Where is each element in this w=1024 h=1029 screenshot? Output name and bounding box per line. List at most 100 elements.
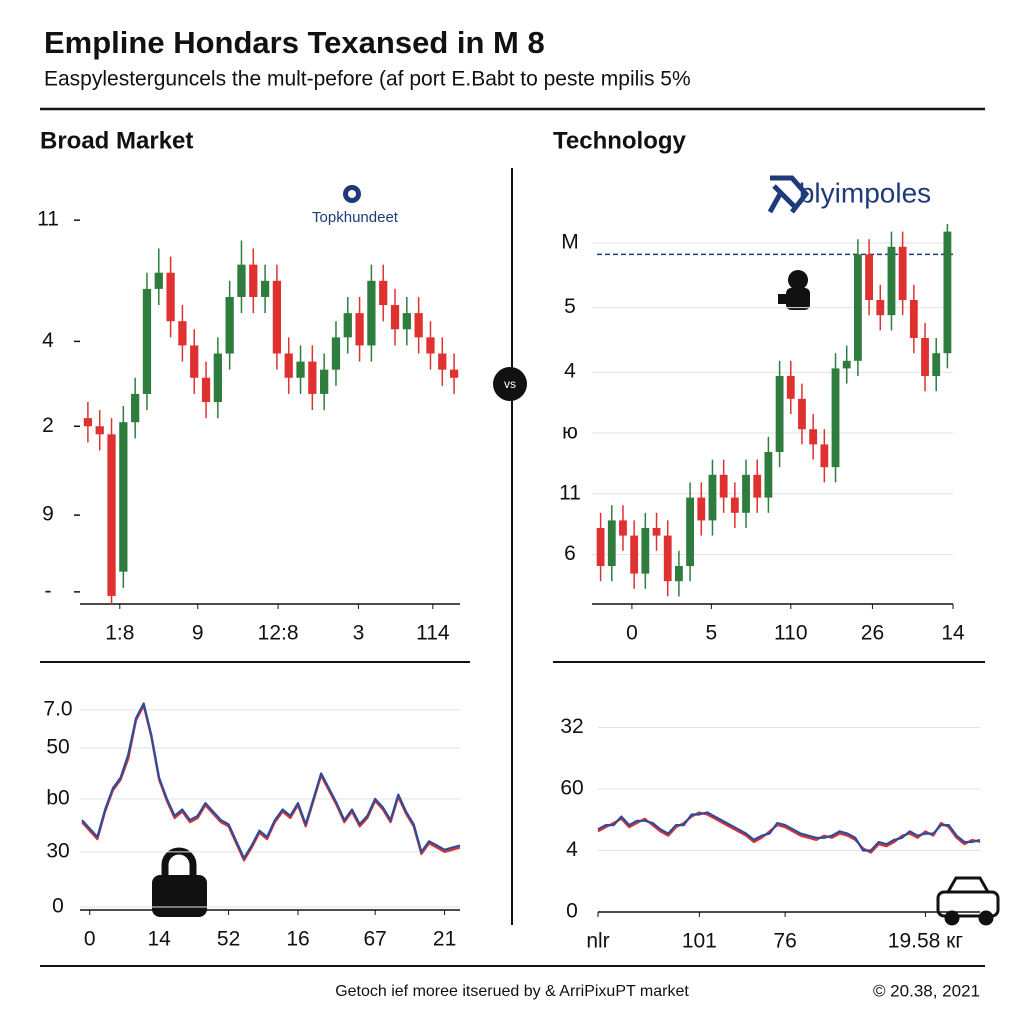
y-tick-label: 11 (559, 481, 581, 504)
y-tick-label: b0 (46, 786, 69, 809)
candle-body (178, 321, 187, 346)
candle-body (343, 313, 352, 338)
x-tick-label: 5 (706, 622, 718, 645)
candle-body (630, 535, 639, 574)
candle-body (798, 398, 806, 430)
car-icon (936, 876, 1000, 926)
x-tick-label: 76 (773, 930, 796, 953)
y-tick-label: 6 (564, 542, 576, 565)
logo-icon (767, 175, 810, 214)
candle-body (686, 497, 695, 566)
candle-body (842, 360, 851, 369)
candle-body (619, 520, 627, 536)
candle-body (249, 264, 258, 297)
candle-body (201, 377, 211, 402)
candle-body (355, 313, 364, 346)
candle-body (426, 337, 435, 354)
x-tick-label: 19.58 кг (888, 930, 964, 953)
candle-body (272, 280, 282, 354)
page-title: Empline Hondars Texansed in M 8 (44, 25, 545, 60)
candle-body (674, 566, 683, 582)
y-tick-label: 0 (566, 900, 578, 923)
candle-body (154, 272, 163, 289)
logo-text: Topkhundeet (312, 209, 399, 226)
y-tick-label: 5 (564, 295, 576, 318)
candle-body (83, 418, 93, 427)
candle-body (943, 231, 952, 354)
y-tick-label: 32 (560, 715, 583, 738)
candle-body (367, 280, 376, 346)
divider-badge: vs (504, 377, 516, 391)
x-tick-label: 67 (363, 928, 386, 951)
x-tick-label: 26 (861, 622, 884, 645)
y-tick-label: 7.0 (43, 697, 72, 720)
y-tick-label: 4 (564, 360, 576, 383)
candle-body (390, 305, 400, 330)
candle-body (641, 528, 650, 574)
y-tick-label: 30 (46, 839, 69, 862)
y-tick-label: 50 (46, 736, 69, 759)
candle-body (107, 434, 116, 596)
candle-body (449, 369, 459, 378)
footer-copyright: © 20.38, 2021 (873, 981, 980, 1000)
candle-body (887, 246, 896, 316)
candle-body (308, 361, 317, 394)
x-tick-label: 114 (416, 622, 450, 645)
x-tick-label: 52 (217, 928, 240, 951)
candle-body (865, 254, 874, 300)
y-tick-label: 2 (42, 414, 54, 437)
y-tick-label: M (561, 231, 579, 254)
line-series (597, 811, 981, 854)
candle-body (719, 474, 728, 498)
x-tick-label: 14 (147, 928, 171, 951)
y-tick-label: 9 (42, 503, 54, 526)
candle-body (652, 528, 661, 536)
line-series (81, 704, 461, 862)
x-tick-label: nlr (586, 930, 609, 953)
footer-note: Getoch ief moree itserued by & ArriPixuP… (335, 983, 689, 1000)
candle-body (876, 300, 885, 316)
candle-body (708, 474, 717, 521)
x-tick-label: 1:8 (105, 622, 134, 645)
divider-badge-circle (493, 367, 527, 401)
candle-body (95, 426, 104, 435)
candle-body (331, 337, 341, 370)
candle-body (166, 272, 175, 322)
candle-body (775, 376, 784, 452)
x-tick-label: 0 (626, 622, 638, 645)
candle-body (596, 528, 605, 566)
x-tick-label: 12:8 (258, 622, 299, 645)
candle-body (213, 353, 222, 402)
candle-body (809, 429, 818, 445)
y-tick-label: 60 (560, 777, 583, 800)
candle-body (131, 393, 140, 423)
candle-body (414, 313, 423, 338)
candle-body (820, 444, 829, 468)
line-series (597, 811, 981, 852)
logo-icon (343, 185, 361, 203)
x-tick-label: 3 (353, 622, 365, 645)
mascot-icon (778, 270, 810, 310)
panel-title: Technology (553, 127, 687, 154)
candle-body (284, 353, 293, 378)
candle-body (730, 497, 739, 513)
candle-body (831, 368, 840, 468)
x-tick-label: 21 (433, 928, 456, 951)
logo-text: blyimpoles (799, 177, 931, 208)
x-tick-label: 110 (774, 622, 807, 645)
candle-body (921, 338, 929, 376)
candle-body (909, 300, 918, 338)
candle-body (320, 369, 329, 394)
candle-body (402, 313, 411, 330)
panel-title: Broad Market (40, 127, 193, 154)
page-subtitle: Easpylesterguncels the mult-pefore (af p… (44, 68, 691, 91)
candle-body (697, 497, 706, 521)
candle-body (898, 246, 907, 300)
x-tick-label: 14 (941, 622, 965, 645)
candle-body (607, 520, 616, 566)
candle-body (853, 254, 862, 361)
candle-body (142, 288, 152, 394)
y-tick-label: 4 (566, 838, 578, 861)
candle-body (237, 264, 246, 297)
